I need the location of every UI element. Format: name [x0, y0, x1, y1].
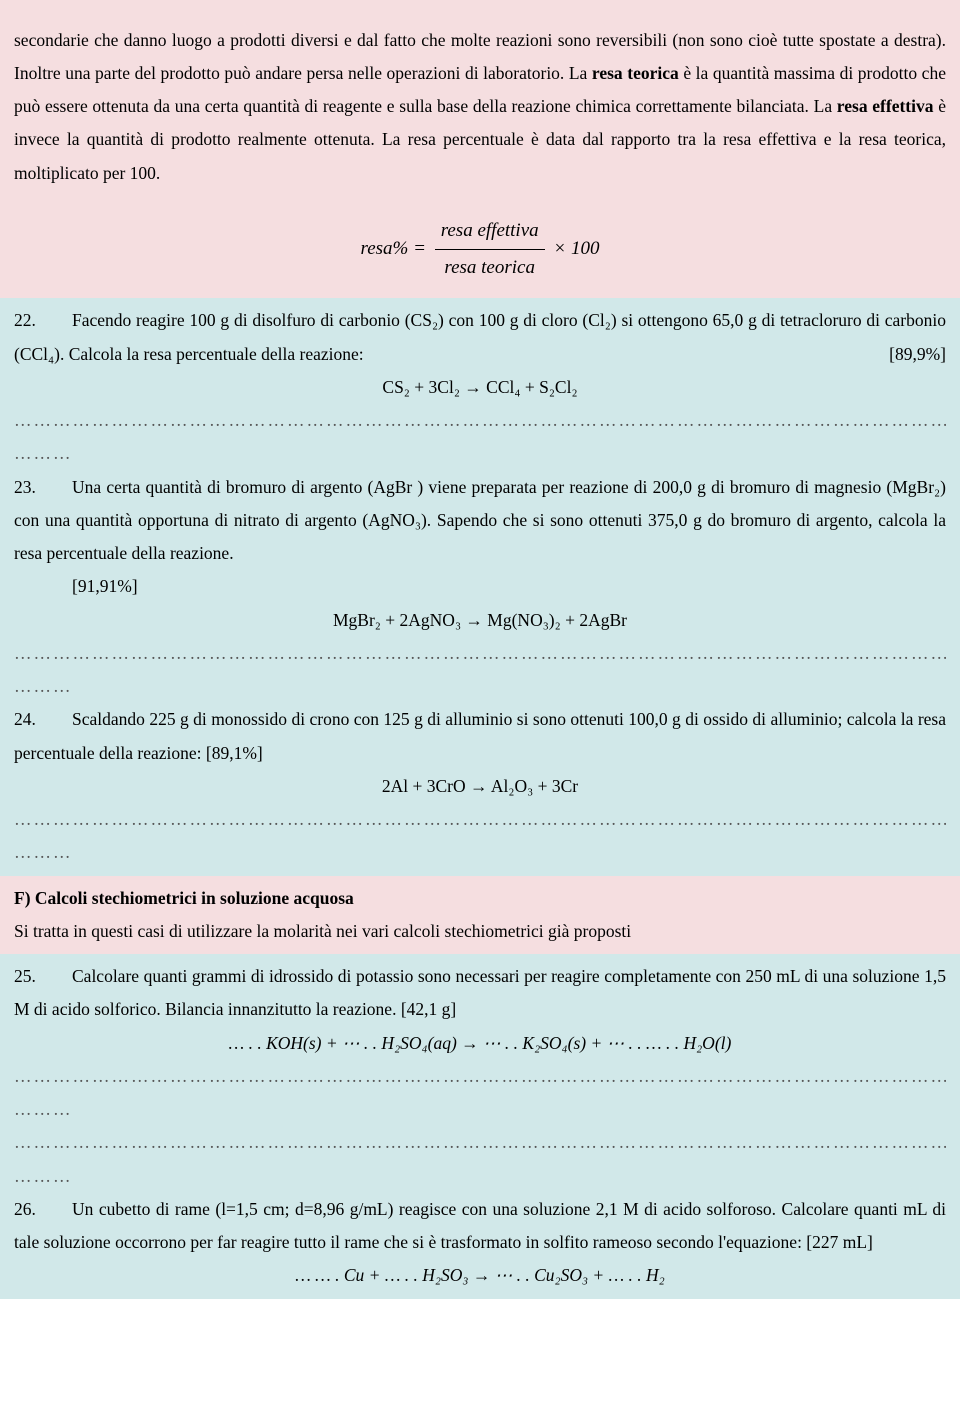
exercise-26-text: Un cubetto di rame (l=1,5 cm; d=8,96 g/m…: [14, 1199, 946, 1252]
intro-paragraph: secondarie che danno luogo a prodotti di…: [14, 24, 946, 190]
section-f-title: F) Calcoli stechiometrici in soluzione a…: [14, 882, 946, 915]
formula-numerator: resa effettiva: [435, 213, 545, 250]
exercise-23-text: Una certa quantità di bromuro di argento…: [14, 477, 946, 564]
exercise-23: 23.Una certa quantità di bromuro di arge…: [14, 471, 946, 571]
intro-theory-block: secondarie che danno luogo a prodotti di…: [0, 0, 960, 298]
section-f-heading-block: F) Calcoli stechiometrici in soluzione a…: [0, 876, 960, 955]
dotted-line: ……………………………………………………………………………………………………………: [14, 803, 946, 836]
exercise-number: 25.: [14, 960, 72, 993]
exercise-number: 24.: [14, 703, 72, 736]
section-f-subtitle: Si tratta in questi casi di utilizzare l…: [14, 915, 946, 948]
exercise-24: 24.Scaldando 225 g di monossido di crono…: [14, 703, 946, 770]
exercise-22-answer: [89,9%]: [889, 338, 946, 371]
exercise-23-answer: [91,91%]: [14, 570, 946, 603]
exercise-25-text: Calcolare quanti grammi di idrossido di …: [14, 966, 946, 1019]
exercise-number: 22.: [14, 304, 72, 337]
term-resa-effettiva: resa effettiva: [837, 96, 934, 116]
exercise-26: 26.Un cubetto di rame (l=1,5 cm; d=8,96 …: [14, 1193, 946, 1260]
exercise-22-equation: CS₂ + 3Cl₂ → CCl₄ + S₂Cl₂: [14, 371, 946, 404]
exercises-block-f: 25.Calcolare quanti grammi di idrossido …: [0, 954, 960, 1299]
dotted-line-short: ………: [14, 437, 946, 470]
formula-denominator: resa teorica: [435, 250, 545, 286]
dotted-line: ……………………………………………………………………………………………………………: [14, 637, 946, 670]
dotted-line-short: ………: [14, 1093, 946, 1126]
exercise-number: 23.: [14, 471, 72, 504]
exercise-22: 22.Facendo reagire 100 g di disolfuro di…: [14, 304, 946, 371]
formula-fraction: resa effettiva resa teorica: [435, 213, 545, 286]
exercises-block-e: 22.Facendo reagire 100 g di disolfuro di…: [0, 298, 960, 875]
dotted-line: ……………………………………………………………………………………………………………: [14, 1126, 946, 1159]
exercise-23-equation: MgBr₂ + 2AgNO₃ → Mg(NO₃)₂ + 2AgBr: [14, 604, 946, 637]
formula-lhs: resa% =: [361, 238, 426, 259]
eq25-body: KOH(s) + ⋯ . . H₂SO₄(aq) → ⋯ . . K₂SO₄(s…: [266, 1033, 731, 1053]
exercise-25-equation: … . . KOH(s) + ⋯ . . H₂SO₄(aq) → ⋯ . . K…: [14, 1027, 946, 1060]
formula-rhs: × 100: [553, 238, 599, 259]
dotted-line-short: ………: [14, 836, 946, 869]
eq25-prefix: … . .: [229, 1033, 262, 1053]
dotted-line: ……………………………………………………………………………………………………………: [14, 404, 946, 437]
exercise-22-text: Facendo reagire 100 g di disolfuro di ca…: [14, 310, 946, 363]
term-resa-teorica: resa teorica: [592, 63, 679, 83]
exercise-24-text: Scaldando 225 g di monossido di crono co…: [14, 709, 946, 762]
exercise-24-equation: 2Al + 3CrO → Al₂O₃ + 3Cr: [14, 770, 946, 803]
exercise-25: 25.Calcolare quanti grammi di idrossido …: [14, 960, 946, 1027]
yield-formula: resa% = resa effettiva resa teorica × 10…: [14, 207, 946, 292]
dotted-line-short: ………: [14, 1160, 946, 1193]
exercise-26-equation: … … . Cu + … . . H₂SO₃ → ⋯ . . Cu₂SO₃ + …: [14, 1259, 946, 1292]
exercise-number: 26.: [14, 1193, 72, 1226]
dotted-line-short: ………: [14, 670, 946, 703]
dotted-line: ……………………………………………………………………………………………………………: [14, 1060, 946, 1093]
